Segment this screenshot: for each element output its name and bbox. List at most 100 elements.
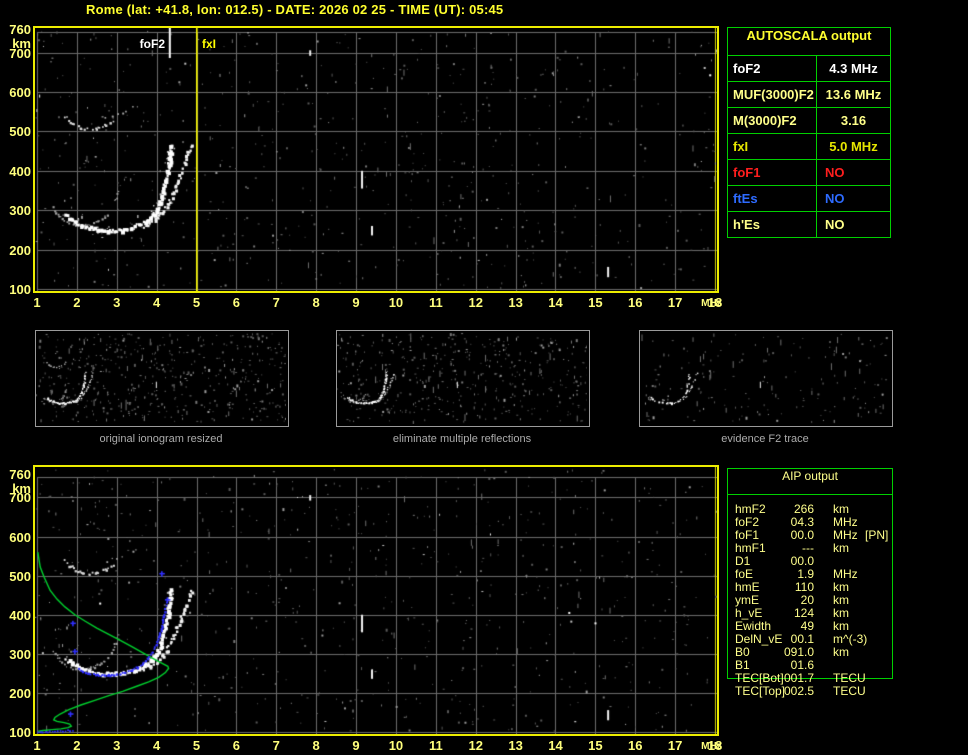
thumbnail-eliminate-canvas: [337, 331, 587, 424]
aip-row-label: DelN_vE: [735, 632, 783, 646]
x-axis-tick-18: 18: [707, 738, 723, 753]
aip-row-value: 20: [800, 593, 814, 607]
autoscala-row-value: 3.16: [840, 113, 867, 128]
page-title: Rome (lat: +41.8, lon: 012.5) - DATE: 20…: [86, 2, 504, 17]
x-axis-tick-10: 10: [388, 295, 404, 310]
y-axis-tick-200: 200: [9, 242, 31, 258]
aip-row-value: 04.3: [790, 515, 814, 529]
x-axis-tick-13: 13: [508, 295, 523, 310]
aip-row-hmf1: hmF1 --- km: [728, 541, 892, 555]
x-axis-tick-11: 11: [428, 738, 443, 753]
aip-output-table: AIP output hmF2 266 km foF2 04.3 MHz foF1 00.0 M…: [727, 468, 893, 698]
x-axis-tick-9: 9: [352, 738, 360, 753]
thumbnail-evidence-f2: [639, 330, 893, 427]
y-axis-unit-label: km: [12, 481, 31, 496]
x-axis-tick-8: 8: [312, 738, 320, 753]
autoscala-row-ftes: ftEs NO: [728, 186, 890, 212]
autoscala-row-value: NO: [825, 191, 845, 206]
x-axis-tick-12: 12: [468, 295, 483, 310]
autoscala-row-muf-3000-f2: MUF(3000)F2 13.6 MHz: [728, 82, 890, 108]
aip-row-unit: MHz: [833, 567, 858, 581]
x-axis-unit-label: MHz: [701, 741, 722, 752]
aip-table-header: AIP output: [728, 469, 892, 495]
x-axis-tick-4: 4: [153, 295, 161, 310]
aip-row-label: hmF1: [735, 541, 766, 555]
aip-row-value: 002.5: [783, 684, 814, 698]
fxi-marker-label: fxI: [202, 37, 217, 51]
aip-row-b1: B1 01.6: [728, 658, 892, 672]
aip-row-label: hmF2: [735, 502, 766, 516]
x-axis-tick-14: 14: [548, 738, 563, 753]
aip-row-label: h_vE: [735, 606, 763, 620]
x-axis-tick-12: 12: [468, 738, 483, 753]
x-axis-tick-11: 11: [428, 295, 443, 310]
x-axis-tick-2: 2: [73, 295, 81, 310]
y-axis-tick-600: 600: [9, 529, 31, 545]
x-axis-tick-5: 5: [192, 738, 201, 753]
thumbnail-eliminate-reflections: [336, 330, 590, 427]
aip-row-value: 266: [793, 502, 814, 516]
aip-row-value: 49: [800, 619, 814, 633]
autoscala-row-label: M(3000)F2: [728, 108, 817, 133]
autoscala-row-label: h'Es: [728, 212, 817, 237]
aip-row-unit: km: [833, 619, 849, 633]
aip-row-hmf2: hmF2 266 km: [728, 502, 892, 516]
ionogram-top-canvas: [35, 28, 717, 291]
aip-row-label: TEC[Top]: [735, 684, 786, 698]
y-axis-tick-100: 100: [9, 282, 31, 297]
aip-row-unit: km: [833, 645, 849, 659]
autoscala-row-label: ftEs: [728, 186, 817, 211]
autoscala-row-label: fxI: [728, 134, 817, 159]
aip-row-flag: [PN]: [865, 528, 889, 542]
aip-row-value: 001.7: [783, 671, 814, 685]
y-axis-tick-600: 600: [9, 85, 31, 101]
aip-row-label: Ewidth: [735, 619, 772, 633]
x-axis-tick-17: 17: [667, 295, 683, 310]
thumbnail-caption-original: original ionogram resized: [99, 433, 223, 445]
y-axis-tick-500: 500: [9, 124, 31, 140]
x-axis-tick-7: 7: [272, 738, 280, 753]
aip-row-value: ---: [802, 541, 814, 555]
aip-row-value: 1.9: [797, 567, 814, 581]
x-axis-tick-17: 17: [667, 738, 683, 753]
x-axis-tick-14: 14: [548, 295, 563, 310]
x-axis-tick-3: 3: [113, 295, 121, 310]
aip-row-value: 00.0: [790, 554, 814, 568]
autoscala-row-value: NO: [825, 217, 845, 232]
aip-row-value: 124: [793, 606, 814, 620]
aip-row-value: 00.0: [790, 528, 814, 542]
aip-row-h-ve: h_vE 124 km: [728, 606, 892, 620]
aip-row-unit: km: [833, 502, 849, 516]
autoscala-row-label: foF2: [728, 56, 817, 81]
aip-row-value: 00.1: [790, 632, 814, 646]
aip-row-label: B0: [735, 645, 750, 659]
aip-row-label: foE: [735, 567, 754, 581]
y-axis-tick-100: 100: [9, 725, 31, 740]
thumbnail-evidence-canvas: [640, 331, 890, 424]
x-axis-tick-9: 9: [352, 295, 360, 310]
x-axis-tick-1: 1: [33, 295, 41, 310]
x-axis-tick-13: 13: [508, 738, 523, 753]
x-axis-tick-5: 5: [192, 295, 201, 310]
aip-row-unit: km: [833, 593, 849, 607]
aip-row-b0: B0 091.0 km: [728, 645, 892, 659]
x-axis-tick-6: 6: [232, 295, 241, 310]
y-axis-tick-500: 500: [9, 568, 31, 584]
y-axis-tick-400: 400: [9, 607, 31, 623]
y-axis-tick-760: 760: [9, 467, 31, 482]
aip-row-unit: km: [833, 541, 849, 555]
x-axis-tick-10: 10: [388, 738, 404, 753]
aip-row-unit: TECU: [833, 671, 866, 685]
x-axis-tick-3: 3: [113, 738, 121, 753]
aip-row-label: foF1: [735, 528, 760, 542]
autoscala-row-h-es: h'Es NO: [728, 212, 890, 237]
aip-row-unit: TECU: [833, 684, 866, 698]
x-axis-tick-2: 2: [73, 738, 81, 753]
autoscala-table-header: AUTOSCALA output: [728, 28, 890, 56]
x-axis-tick-15: 15: [588, 738, 603, 753]
y-axis-tick-700: 700: [9, 45, 31, 61]
aip-row-value: 091.0: [783, 645, 814, 659]
ionogram-bottom-canvas: [35, 467, 717, 734]
y-axis-tick-300: 300: [9, 646, 31, 662]
x-axis-tick-4: 4: [153, 738, 161, 753]
